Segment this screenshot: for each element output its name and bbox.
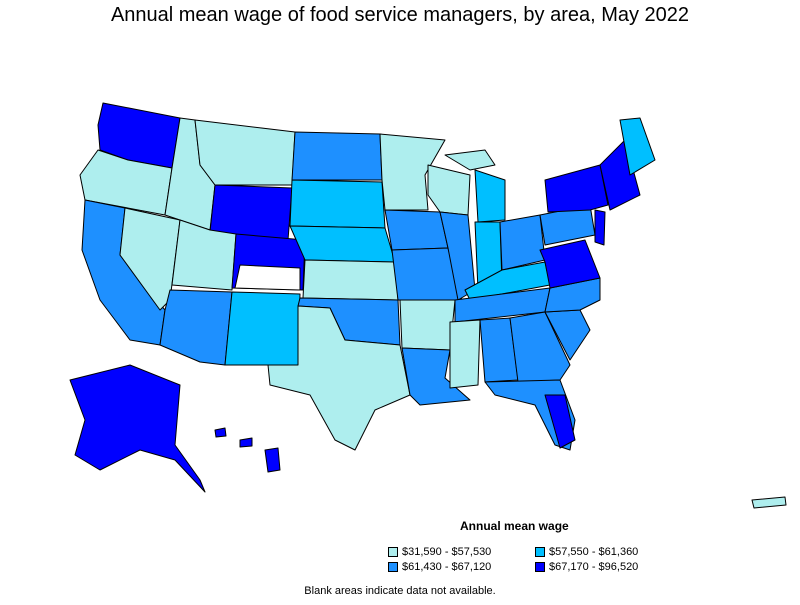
region-hawaii-big	[264, 447, 281, 473]
region-hawaii-islands	[214, 427, 227, 438]
region-new-jersey	[594, 209, 606, 246]
legend-label: $67,170 - $96,520	[549, 561, 639, 573]
legend-swatch	[388, 547, 398, 557]
region-minnesota	[379, 133, 446, 211]
region-wisconsin	[427, 164, 471, 216]
region-kansas	[302, 259, 399, 301]
legend-item-tier2: $57,550 - $61,360	[535, 546, 638, 558]
region-hawaii-islands	[239, 437, 253, 448]
legend-label: $31,590 - $57,530	[402, 546, 492, 558]
legend-label: $61,430 - $67,120	[402, 561, 492, 573]
region-illinois	[439, 211, 476, 301]
region-north-dakota	[291, 131, 383, 181]
region-new-mexico	[224, 291, 301, 366]
legend-swatch	[388, 562, 398, 572]
region-puerto-rico	[751, 496, 787, 509]
region-new-york	[544, 164, 609, 213]
region-arkansas	[399, 299, 456, 351]
region-mississippi	[449, 319, 481, 389]
region-virginia	[539, 239, 601, 289]
region-no-data	[234, 264, 301, 291]
legend-title: Annual mean wage	[460, 519, 569, 533]
region-florida-south	[544, 394, 576, 449]
region-michigan-up	[444, 149, 496, 171]
region-new-england	[599, 139, 641, 211]
footnote: Blank areas indicate data not available.	[304, 585, 496, 597]
legend-swatch	[535, 547, 545, 557]
legend-item-tier1: $31,590 - $57,530	[388, 546, 491, 558]
legend-swatch	[535, 562, 545, 572]
region-michigan	[474, 169, 506, 223]
legend-label: $57,550 - $61,360	[549, 546, 639, 558]
region-arizona	[159, 289, 233, 366]
region-ohio	[499, 214, 546, 271]
region-texas	[267, 305, 411, 451]
legend-item-tier3: $61,430 - $67,120	[388, 561, 491, 573]
region-iowa	[384, 209, 449, 251]
region-nebraska	[289, 225, 396, 263]
region-montana	[194, 119, 296, 186]
region-maine	[619, 117, 656, 176]
map-title: Annual mean wage of food service manager…	[110, 4, 690, 26]
region-nevada	[119, 207, 181, 311]
legend-item-tier4: $67,170 - $96,520	[535, 561, 638, 573]
region-south-dakota	[289, 179, 386, 229]
region-alaska	[69, 364, 206, 493]
region-georgia	[509, 311, 571, 383]
